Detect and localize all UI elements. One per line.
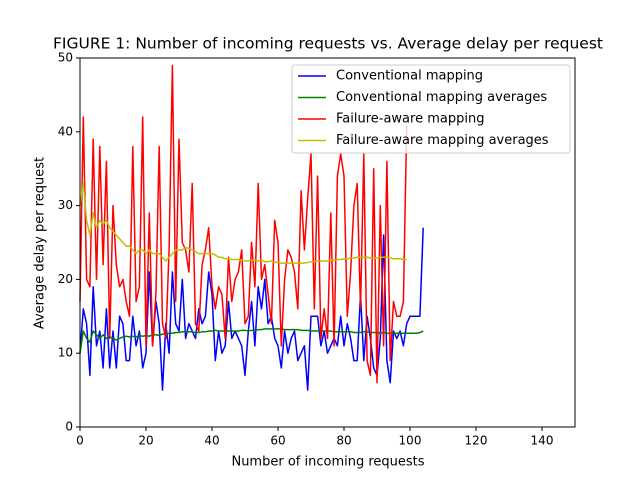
plot-frame	[79, 57, 576, 428]
x-tick-label: 60	[270, 434, 285, 448]
x-tick-label: 0	[76, 434, 84, 448]
chart-title: FIGURE 1: Number of incoming requests vs…	[53, 35, 603, 53]
legend-label: Conventional mapping averages	[336, 90, 547, 105]
x-tick-label: 140	[531, 434, 554, 448]
y-tick-label: 0	[65, 420, 73, 434]
x-tick-label: 20	[138, 434, 153, 448]
y-tick-label: 10	[58, 346, 73, 360]
legend-label: Conventional mapping	[336, 69, 483, 84]
y-tick-label: 40	[58, 124, 73, 138]
series-line	[79, 182, 407, 264]
legend: Conventional mapping Conventional mapping…	[291, 64, 571, 154]
y-axis-label: Average delay per request	[33, 157, 48, 329]
legend-label: Failure-aware mapping	[336, 112, 484, 127]
x-tick-label: 40	[204, 434, 219, 448]
x-tick-label: 80	[336, 434, 351, 448]
y-tick-label: 30	[58, 198, 73, 212]
x-axis-label: Number of incoming requests	[231, 455, 424, 470]
x-tick-label: 100	[399, 434, 422, 448]
y-tick-label: 20	[58, 272, 73, 286]
series-line	[79, 64, 408, 384]
y-tick-label: 50	[58, 51, 73, 65]
legend-label: Failure-aware mapping averages	[336, 133, 549, 148]
x-tick-label: 120	[465, 434, 488, 448]
legend-box	[291, 64, 571, 154]
